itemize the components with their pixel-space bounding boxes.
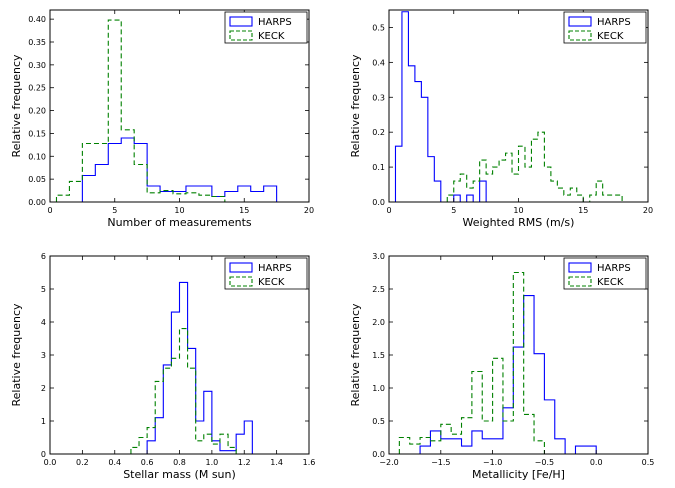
y-tick-label: 0.30 xyxy=(28,61,46,70)
legend-swatch-keck xyxy=(229,276,253,287)
y-axis-label: Relative frequency xyxy=(10,54,23,158)
y-tick-label: 0.15 xyxy=(28,129,46,138)
y-tick-label: 0.25 xyxy=(28,84,46,93)
legend-label-harps: HARPS xyxy=(597,263,631,274)
x-tick-label: 0.2 xyxy=(76,458,89,467)
legend-swatch-keck xyxy=(568,276,592,287)
y-tick-label: 0.0 xyxy=(372,198,385,207)
y-axis-label: Relative frequency xyxy=(349,303,362,407)
x-tick-label: 15 xyxy=(578,206,588,215)
legend-label-keck: KECK xyxy=(258,31,285,42)
chart-panel-4: −2.0 −1.5 −1.0 −0.5 0.0 0.5 0.0 0.5 1.0 1.5 2.0 2.5… xyxy=(349,252,654,481)
y-tick-label: 1.5 xyxy=(372,351,385,360)
x-tick-label: 10 xyxy=(174,206,184,215)
y-tick-label: 3 xyxy=(41,351,46,360)
y-tick-label: 0.1 xyxy=(372,163,385,172)
x-tick-label: 0.8 xyxy=(173,458,186,467)
legend: HARPS KECK xyxy=(224,257,308,290)
y-tick-label: 0 xyxy=(41,450,46,459)
y-tick-label: 0.4 xyxy=(372,58,385,67)
x-tick-label: 5 xyxy=(451,206,456,215)
x-tick-label: 1.2 xyxy=(238,458,251,467)
legend: HARPS KECK xyxy=(224,11,308,44)
y-tick-label: 0.0 xyxy=(372,450,385,459)
y-tick-label: 6 xyxy=(41,252,46,261)
y-tick-label: 0.5 xyxy=(372,23,385,32)
x-tick-label: 1.6 xyxy=(303,458,316,467)
legend-swatch-harps xyxy=(568,262,592,273)
x-tick-label: 0.4 xyxy=(108,458,121,467)
y-axis-label: Relative frequency xyxy=(10,303,23,407)
y-tick-label: 0.35 xyxy=(28,38,46,47)
legend-label-harps: HARPS xyxy=(258,17,292,28)
x-tick-label: −1.0 xyxy=(483,458,502,467)
x-axis-label: Weighted RMS (m/s) xyxy=(463,216,575,229)
y-tick-label: 5 xyxy=(41,285,46,294)
legend-label-keck: KECK xyxy=(258,277,285,288)
x-tick-label: 10 xyxy=(513,206,523,215)
legend-label-harps: HARPS xyxy=(597,17,631,28)
y-axis-label: Relative frequency xyxy=(349,54,362,158)
x-tick-label: 0 xyxy=(386,206,391,215)
series-line-keck xyxy=(398,271,545,454)
y-tick-label: 0.05 xyxy=(28,175,46,184)
legend-label-keck: KECK xyxy=(597,277,624,288)
chart-panel-1: 0 5 10 15 20 0.00 0.05 0.10 0.15 0.20 0.25 0.30 0.35… xyxy=(10,9,314,229)
x-tick-label: −1.5 xyxy=(431,458,450,467)
y-tick-label: 0.10 xyxy=(28,152,46,161)
x-tick-label: −0.5 xyxy=(535,458,554,467)
x-tick-label: 0.0 xyxy=(44,458,57,467)
x-tick-label: 0.6 xyxy=(141,458,154,467)
legend: HARPS KECK xyxy=(563,257,647,290)
legend-swatch-keck xyxy=(568,30,592,41)
y-tick-label: 2.5 xyxy=(372,285,385,294)
x-tick-label: 0 xyxy=(47,206,52,215)
x-axis-label: Stellar mass (M sun) xyxy=(123,468,236,481)
series-line-keck xyxy=(130,328,237,454)
legend-swatch-keck xyxy=(229,30,253,41)
x-tick-label: 20 xyxy=(304,206,314,215)
y-tick-label: 0.5 xyxy=(372,417,385,426)
x-axis-label: Number of measurements xyxy=(107,216,252,229)
y-tick-label: 0.2 xyxy=(372,128,385,137)
x-axis-label: Metallicity [Fe/H] xyxy=(472,468,565,481)
y-tick-label: 0.00 xyxy=(28,198,46,207)
chart-panel-3: 0.0 0.2 0.4 0.6 0.8 1.0 1.2 1.4 1.6 0 1 2 3 4 5 6 Stella… xyxy=(10,252,315,481)
x-tick-label: 20 xyxy=(643,206,653,215)
legend-label-harps: HARPS xyxy=(258,263,292,274)
legend-swatch-harps xyxy=(229,262,253,273)
y-tick-label: 2 xyxy=(41,384,46,393)
x-tick-label: 0.5 xyxy=(642,458,655,467)
legend-label-keck: KECK xyxy=(597,31,624,42)
x-tick-label: 15 xyxy=(239,206,249,215)
legend-swatch-harps xyxy=(229,16,253,27)
x-tick-label: 0.0 xyxy=(590,458,603,467)
y-tick-label: 0.20 xyxy=(28,107,46,116)
y-tick-label: 4 xyxy=(41,318,46,327)
y-tick-label: 1.0 xyxy=(372,384,385,393)
y-tick-label: 0.3 xyxy=(372,93,385,102)
x-tick-label: 1.4 xyxy=(270,458,283,467)
series-line-harps xyxy=(394,11,487,203)
y-tick-label: 1 xyxy=(41,417,46,426)
y-tick-label: 0.40 xyxy=(28,15,46,24)
chart-panel-2: 0 5 10 15 20 0.0 0.1 0.2 0.3 0.4 0.5 Weighted RMS (… xyxy=(349,9,653,229)
x-tick-label: 1.0 xyxy=(206,458,219,467)
y-tick-label: 3.0 xyxy=(372,252,385,261)
series-line-keck xyxy=(446,131,623,203)
x-tick-label: −2.0 xyxy=(379,458,398,467)
legend: HARPS KECK xyxy=(563,11,647,44)
x-tick-label: 5 xyxy=(112,206,117,215)
series-line-keck xyxy=(55,19,226,202)
series-line-harps xyxy=(146,281,253,454)
legend-swatch-harps xyxy=(568,16,592,27)
y-tick-label: 2.0 xyxy=(372,318,385,327)
